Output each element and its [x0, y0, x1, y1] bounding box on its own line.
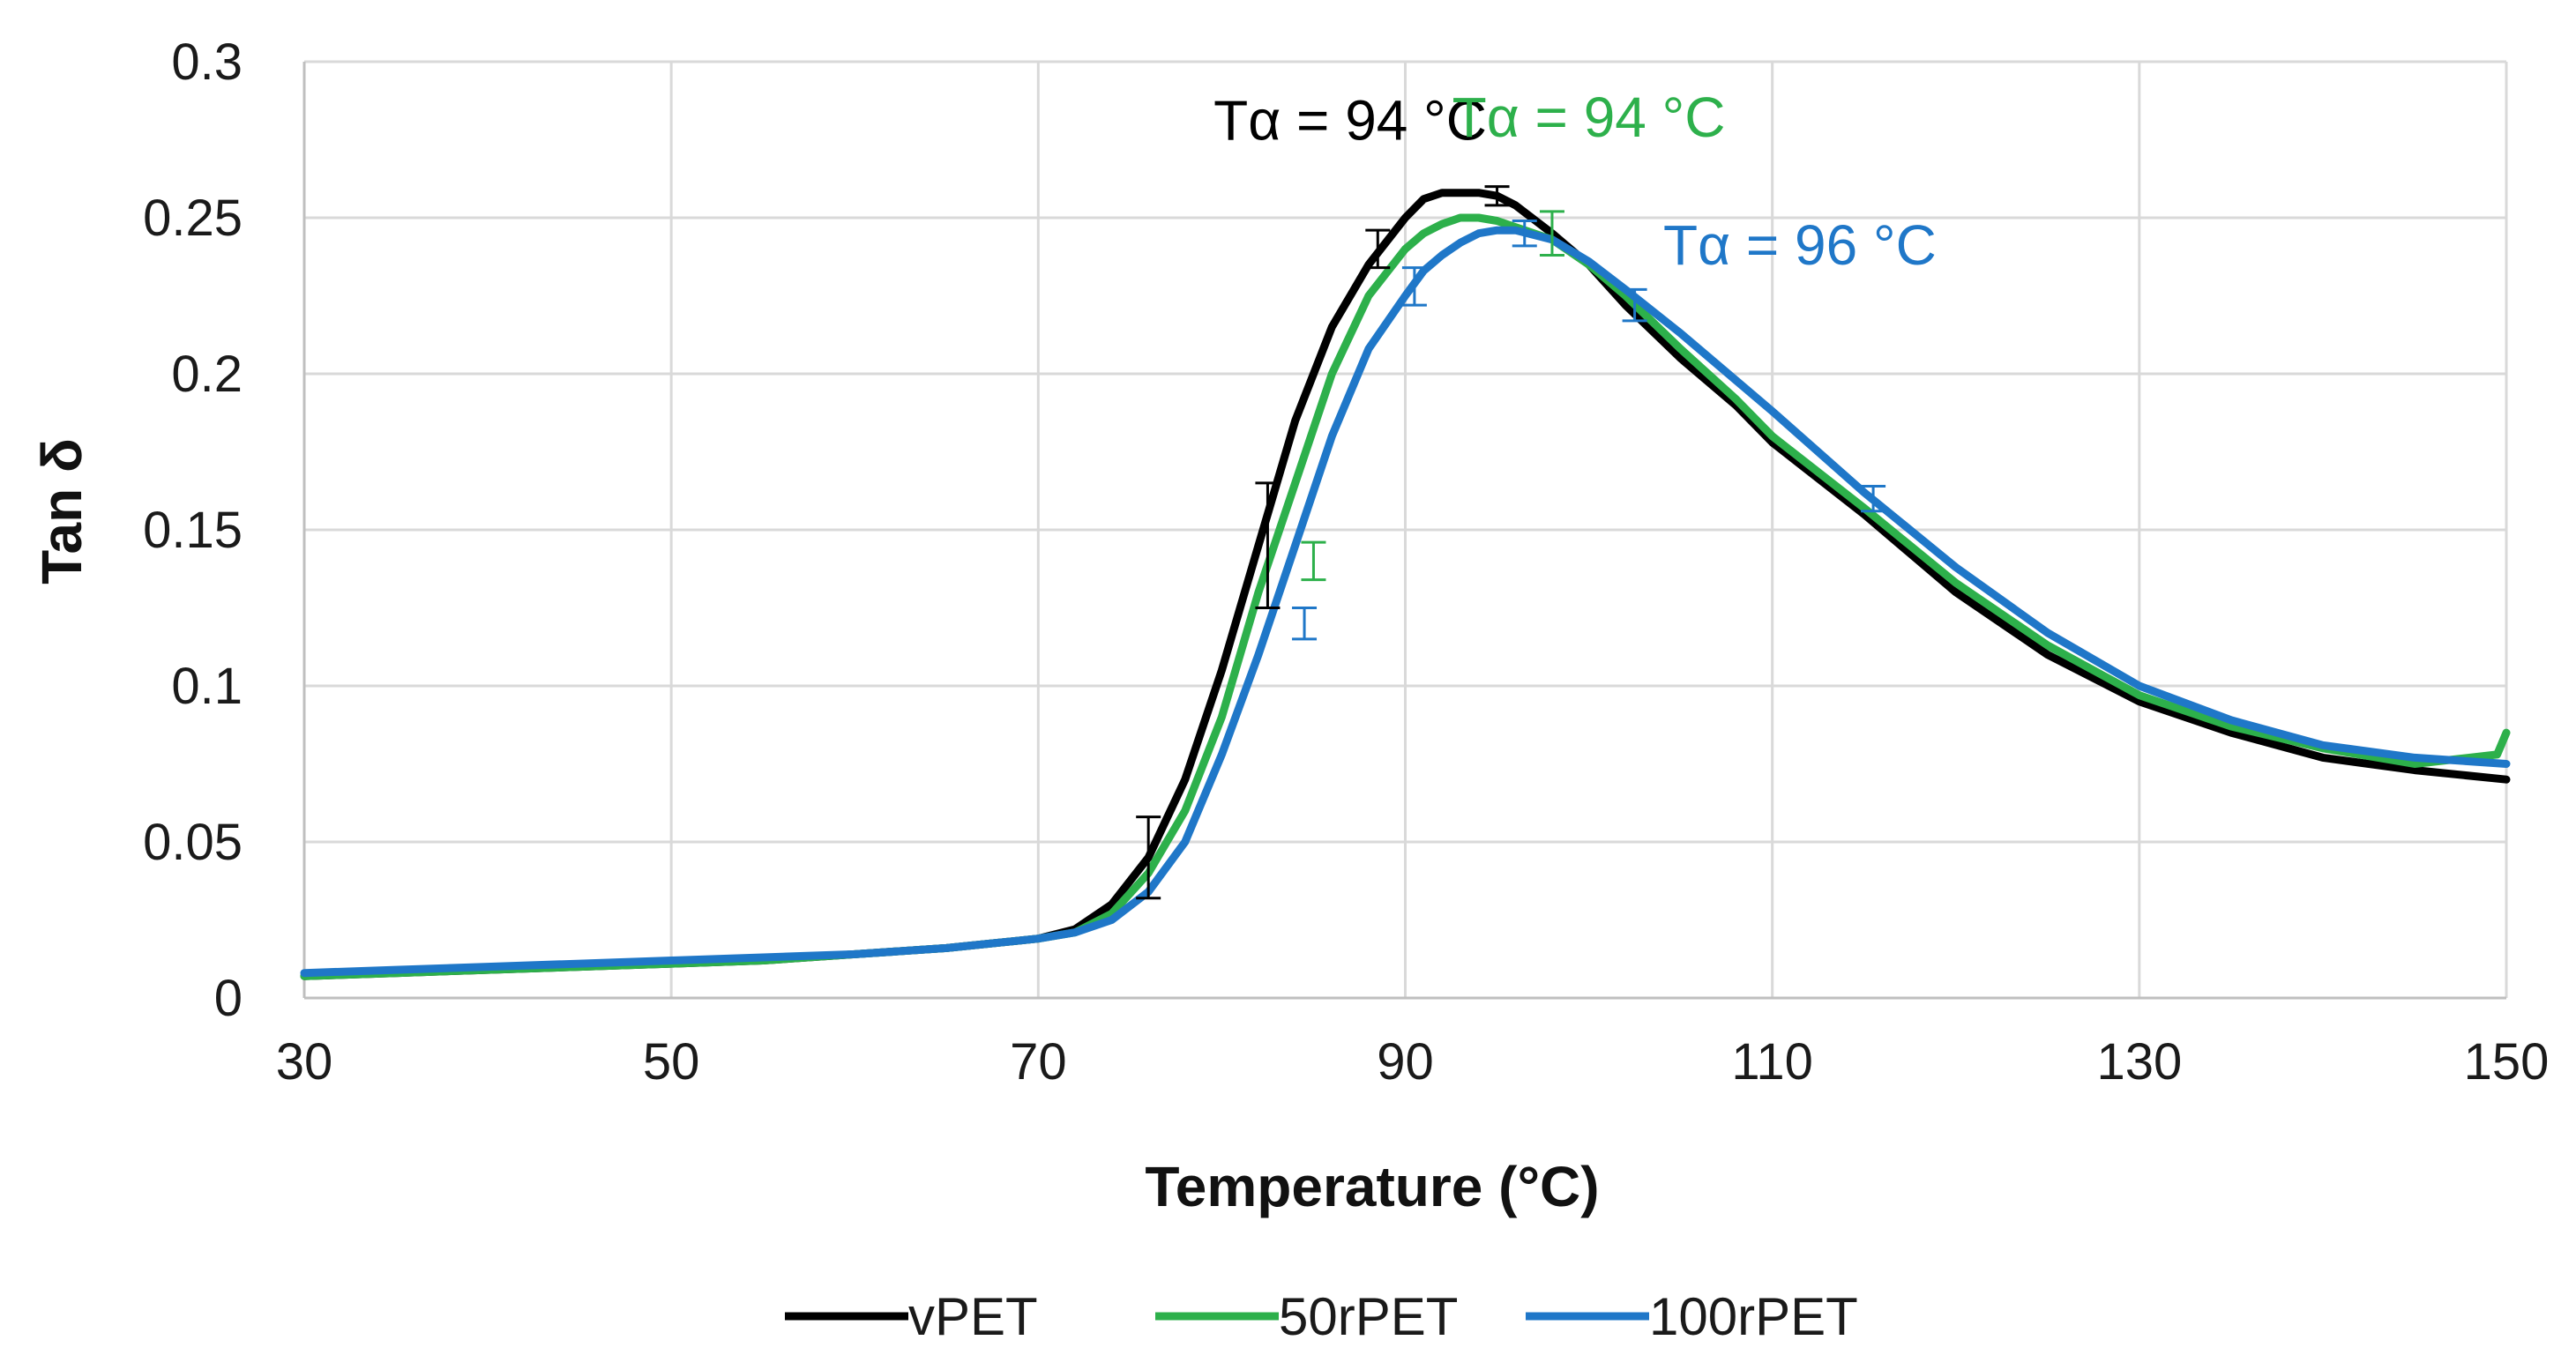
error-bar-vPET: [1255, 481, 1281, 609]
error-bar-100rPET: [1861, 484, 1886, 513]
x-tick-label: 30: [276, 1033, 333, 1091]
y-tick-label: 0.25: [143, 190, 243, 247]
x-tick-label: 150: [2464, 1033, 2550, 1091]
series-line-100rPET: [300, 226, 2511, 978]
legend-item-50rPET: 50rPET: [1155, 1287, 1458, 1346]
error-bar-100rPET: [1401, 266, 1427, 307]
error-bar-100rPET: [1622, 287, 1647, 323]
annotation-layer: Tα = 94 °CTα = 94 °C Tα = 96 °C: [1213, 86, 1937, 277]
y-tick-label: 0.1: [171, 658, 243, 715]
error-bar-50rPET: [1301, 540, 1326, 582]
grid: [302, 60, 2508, 1000]
error-bar-100rPET: [1292, 607, 1318, 641]
error-bar-vPET: [1365, 228, 1391, 270]
y-axis-ticks: 0 0.05 0.1 0.15 0.2 0.25 0.3: [143, 34, 243, 1027]
x-axis-ticks: 30 50 70 90 110 130 150: [276, 1033, 2550, 1091]
y-tick-label: 0.15: [143, 502, 243, 559]
y-tick-label: 0: [214, 970, 243, 1027]
series-layer: [300, 189, 2511, 980]
error-bar-100rPET: [1512, 220, 1537, 248]
legend-item-vPET: vPET: [785, 1287, 1038, 1346]
y-tick-label: 0.3: [171, 34, 243, 91]
error-bar-vPET: [1136, 815, 1161, 900]
legend-label: 50rPET: [1279, 1287, 1458, 1346]
annotation-100rPET: Tα = 96 °C: [1663, 213, 1937, 277]
error-bar-50rPET: [1539, 210, 1564, 257]
x-tick-label: 70: [1010, 1033, 1067, 1091]
error-bar-vPET: [1484, 185, 1510, 207]
x-tick-label: 130: [2096, 1033, 2182, 1091]
x-tick-label: 110: [1731, 1033, 1812, 1091]
x-axis-title: Temperature (°C): [1145, 1155, 1599, 1218]
legend-label: 100rPET: [1649, 1287, 1858, 1346]
y-tick-label: 0.05: [143, 814, 243, 871]
annotation-vPET: Tα = 94 °C: [1213, 89, 1487, 153]
x-tick-label: 90: [1377, 1033, 1434, 1091]
legend: vPET 50rPET 100rPET: [785, 1287, 1858, 1346]
error-bar-layer: [1136, 185, 1886, 900]
y-axis-title: Tan δ: [30, 438, 93, 584]
plot-frame: [302, 62, 2506, 1000]
legend-label: vPET: [908, 1287, 1038, 1346]
legend-item-100rPET: 100rPET: [1526, 1287, 1858, 1346]
y-tick-label: 0.2: [171, 346, 243, 403]
annotation-50rPET: Tα = 94 °C: [1452, 86, 1726, 149]
x-tick-label: 50: [643, 1033, 700, 1091]
